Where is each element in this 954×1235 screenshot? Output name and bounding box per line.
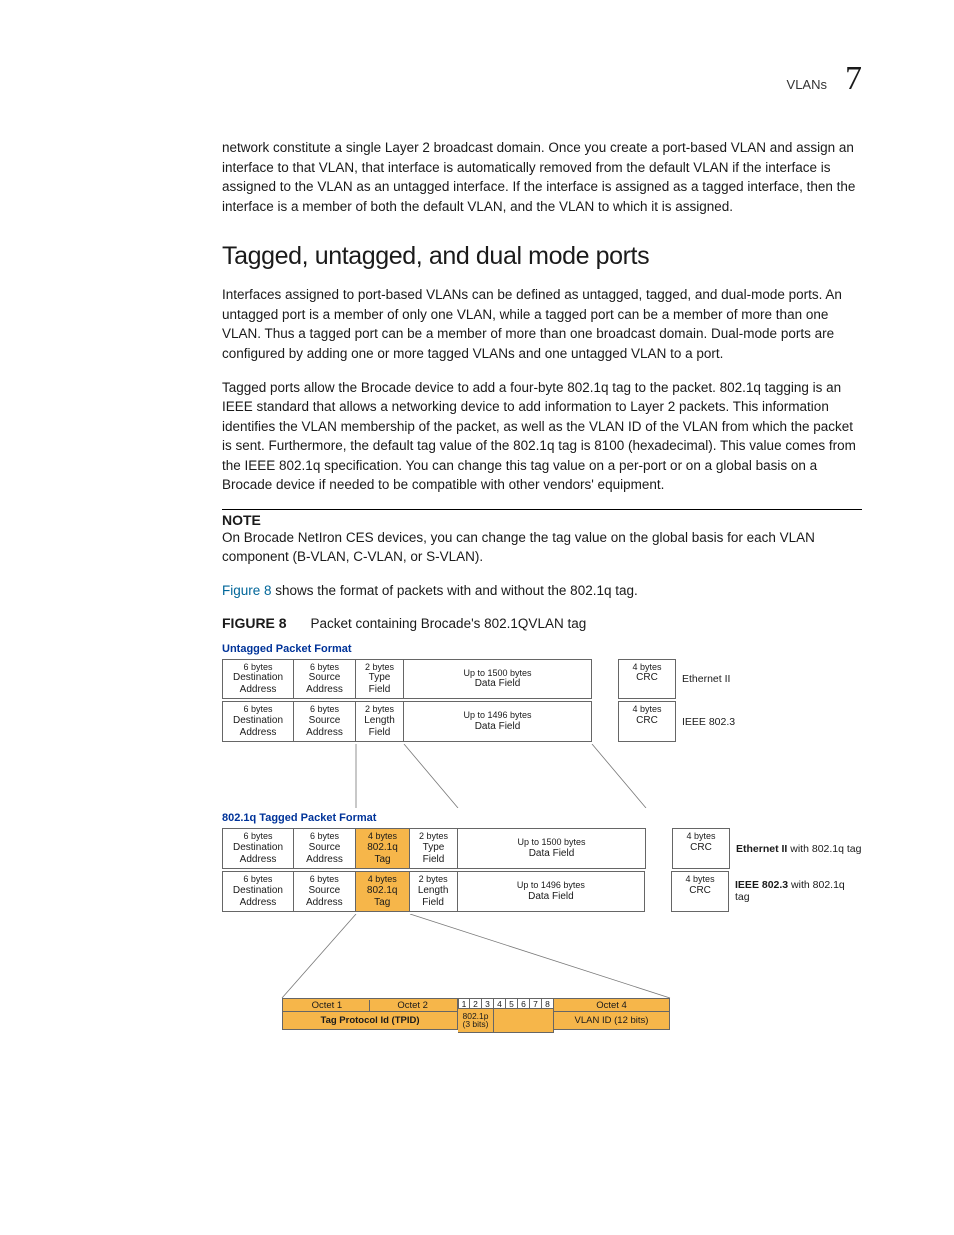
page-header: VLANs 7 <box>92 60 862 98</box>
tag-detail: Octet 1Octet 2 Tag Protocol Id (TPID) 1 … <box>282 998 862 1033</box>
cell-crc: 4 bytesCRC <box>618 659 676 700</box>
row-label: IEEE 802.3 <box>676 701 735 742</box>
packet-row-8023-tagged: 6 bytesDestination Address 6 bytesSource… <box>222 871 862 912</box>
cell-8021q-tag: 4 bytes802.1q Tag <box>356 871 410 912</box>
cell-dest: 6 bytesDestination Address <box>222 828 294 869</box>
8021p-label: 802.1p(3 bits) <box>458 1009 494 1033</box>
cell-crc: 4 bytesCRC <box>618 701 676 742</box>
gap <box>645 871 671 912</box>
note-block: NOTE On Brocade NetIron CES devices, you… <box>222 509 862 567</box>
octet4-label: Octet 4 <box>554 998 670 1011</box>
section-para-2: Tagged ports allow the Brocade device to… <box>222 378 862 495</box>
figure-reference-line: Figure 8 shows the format of packets wit… <box>222 581 862 601</box>
row-label: Ethernet II <box>676 659 730 700</box>
tpid-octet-row: Octet 1Octet 2 <box>282 998 458 1011</box>
cell-data: Up to 1500 bytesData Field <box>458 828 646 869</box>
cell-len: 2 bytesLength Field <box>356 701 404 742</box>
note-rule <box>222 509 862 510</box>
cell-src: 6 bytesSource Address <box>294 871 356 912</box>
cell-src: 6 bytesSource Address <box>294 701 356 742</box>
cell-8021q-tag: 4 bytes802.1q Tag <box>356 828 410 869</box>
packet-row-8023-untagged: 6 bytesDestination Address 6 bytesSource… <box>222 701 862 742</box>
bits-pad <box>494 1009 554 1033</box>
chapter-number: 7 <box>845 60 862 98</box>
figure-caption: Packet containing Brocade's 802.1QVLAN t… <box>310 616 586 631</box>
header-section-label: VLANs <box>787 77 827 92</box>
figure-label: FIGURE 8 Packet containing Brocade's 802… <box>222 615 862 631</box>
figure-number: FIGURE 8 <box>222 615 287 631</box>
cell-dest: 6 bytesDestination Address <box>222 659 294 700</box>
cell-crc: 4 bytesCRC <box>671 871 729 912</box>
bit-row: 1 2 3 4 5 6 7 8 <box>458 998 554 1009</box>
intro-paragraph: network constitute a single Layer 2 broa… <box>222 138 862 216</box>
cell-src: 6 bytesSource Address <box>294 659 356 700</box>
vlanid-label: VLAN ID (12 bits) <box>554 1011 670 1030</box>
cell-data: Up to 1496 bytesData Field <box>458 871 646 912</box>
section-heading: Tagged, untagged, and dual mode ports <box>222 242 862 271</box>
vlanid-block: Octet 4 VLAN ID (12 bits) <box>554 998 670 1033</box>
cell-type: 2 bytesType Field <box>356 659 404 700</box>
untagged-title: Untagged Packet Format <box>222 643 862 655</box>
packet-row-ethernet2-untagged: 6 bytesDestination Address 6 bytesSource… <box>222 659 862 700</box>
packet-row-ethernet2-tagged: 6 bytesDestination Address 6 bytesSource… <box>222 828 862 869</box>
cell-crc: 4 bytesCRC <box>672 828 730 869</box>
cell-type: 2 bytesType Field <box>410 828 458 869</box>
section-para-1: Interfaces assigned to port-based VLANs … <box>222 285 862 363</box>
note-body: On Brocade NetIron CES devices, you can … <box>222 528 862 567</box>
connector-lines-1 <box>222 744 862 808</box>
note-heading: NOTE <box>222 512 862 528</box>
row-label: IEEE 802.3 with 802.1q tag <box>729 871 862 912</box>
page-content: network constitute a single Layer 2 broa… <box>92 138 862 1033</box>
cell-len: 2 bytesLength Field <box>410 871 458 912</box>
figure-diagram: Untagged Packet Format 6 bytesDestinatio… <box>222 643 862 1033</box>
connector-lines-2 <box>222 914 862 998</box>
cell-dest: 6 bytesDestination Address <box>222 701 294 742</box>
gap <box>592 701 618 742</box>
cell-dest: 6 bytesDestination Address <box>222 871 294 912</box>
cell-data: Up to 1496 bytesData Field <box>404 701 592 742</box>
tagged-title: 802.1q Tagged Packet Format <box>222 812 862 824</box>
cell-src: 6 bytesSource Address <box>294 828 356 869</box>
row-label: Ethernet II with 802.1q tag <box>730 828 861 869</box>
tpid-label: Tag Protocol Id (TPID) <box>282 1011 458 1030</box>
gap <box>592 659 618 700</box>
gap <box>646 828 672 869</box>
bits-block: 1 2 3 4 5 6 7 8 802.1p(3 bits) <box>458 998 554 1033</box>
tpid-block: Octet 1Octet 2 Tag Protocol Id (TPID) <box>282 998 458 1033</box>
cell-data: Up to 1500 bytesData Field <box>404 659 592 700</box>
figure-ref-tail: shows the format of packets with and wit… <box>272 583 638 598</box>
figure-ref-link[interactable]: Figure 8 <box>222 583 272 598</box>
